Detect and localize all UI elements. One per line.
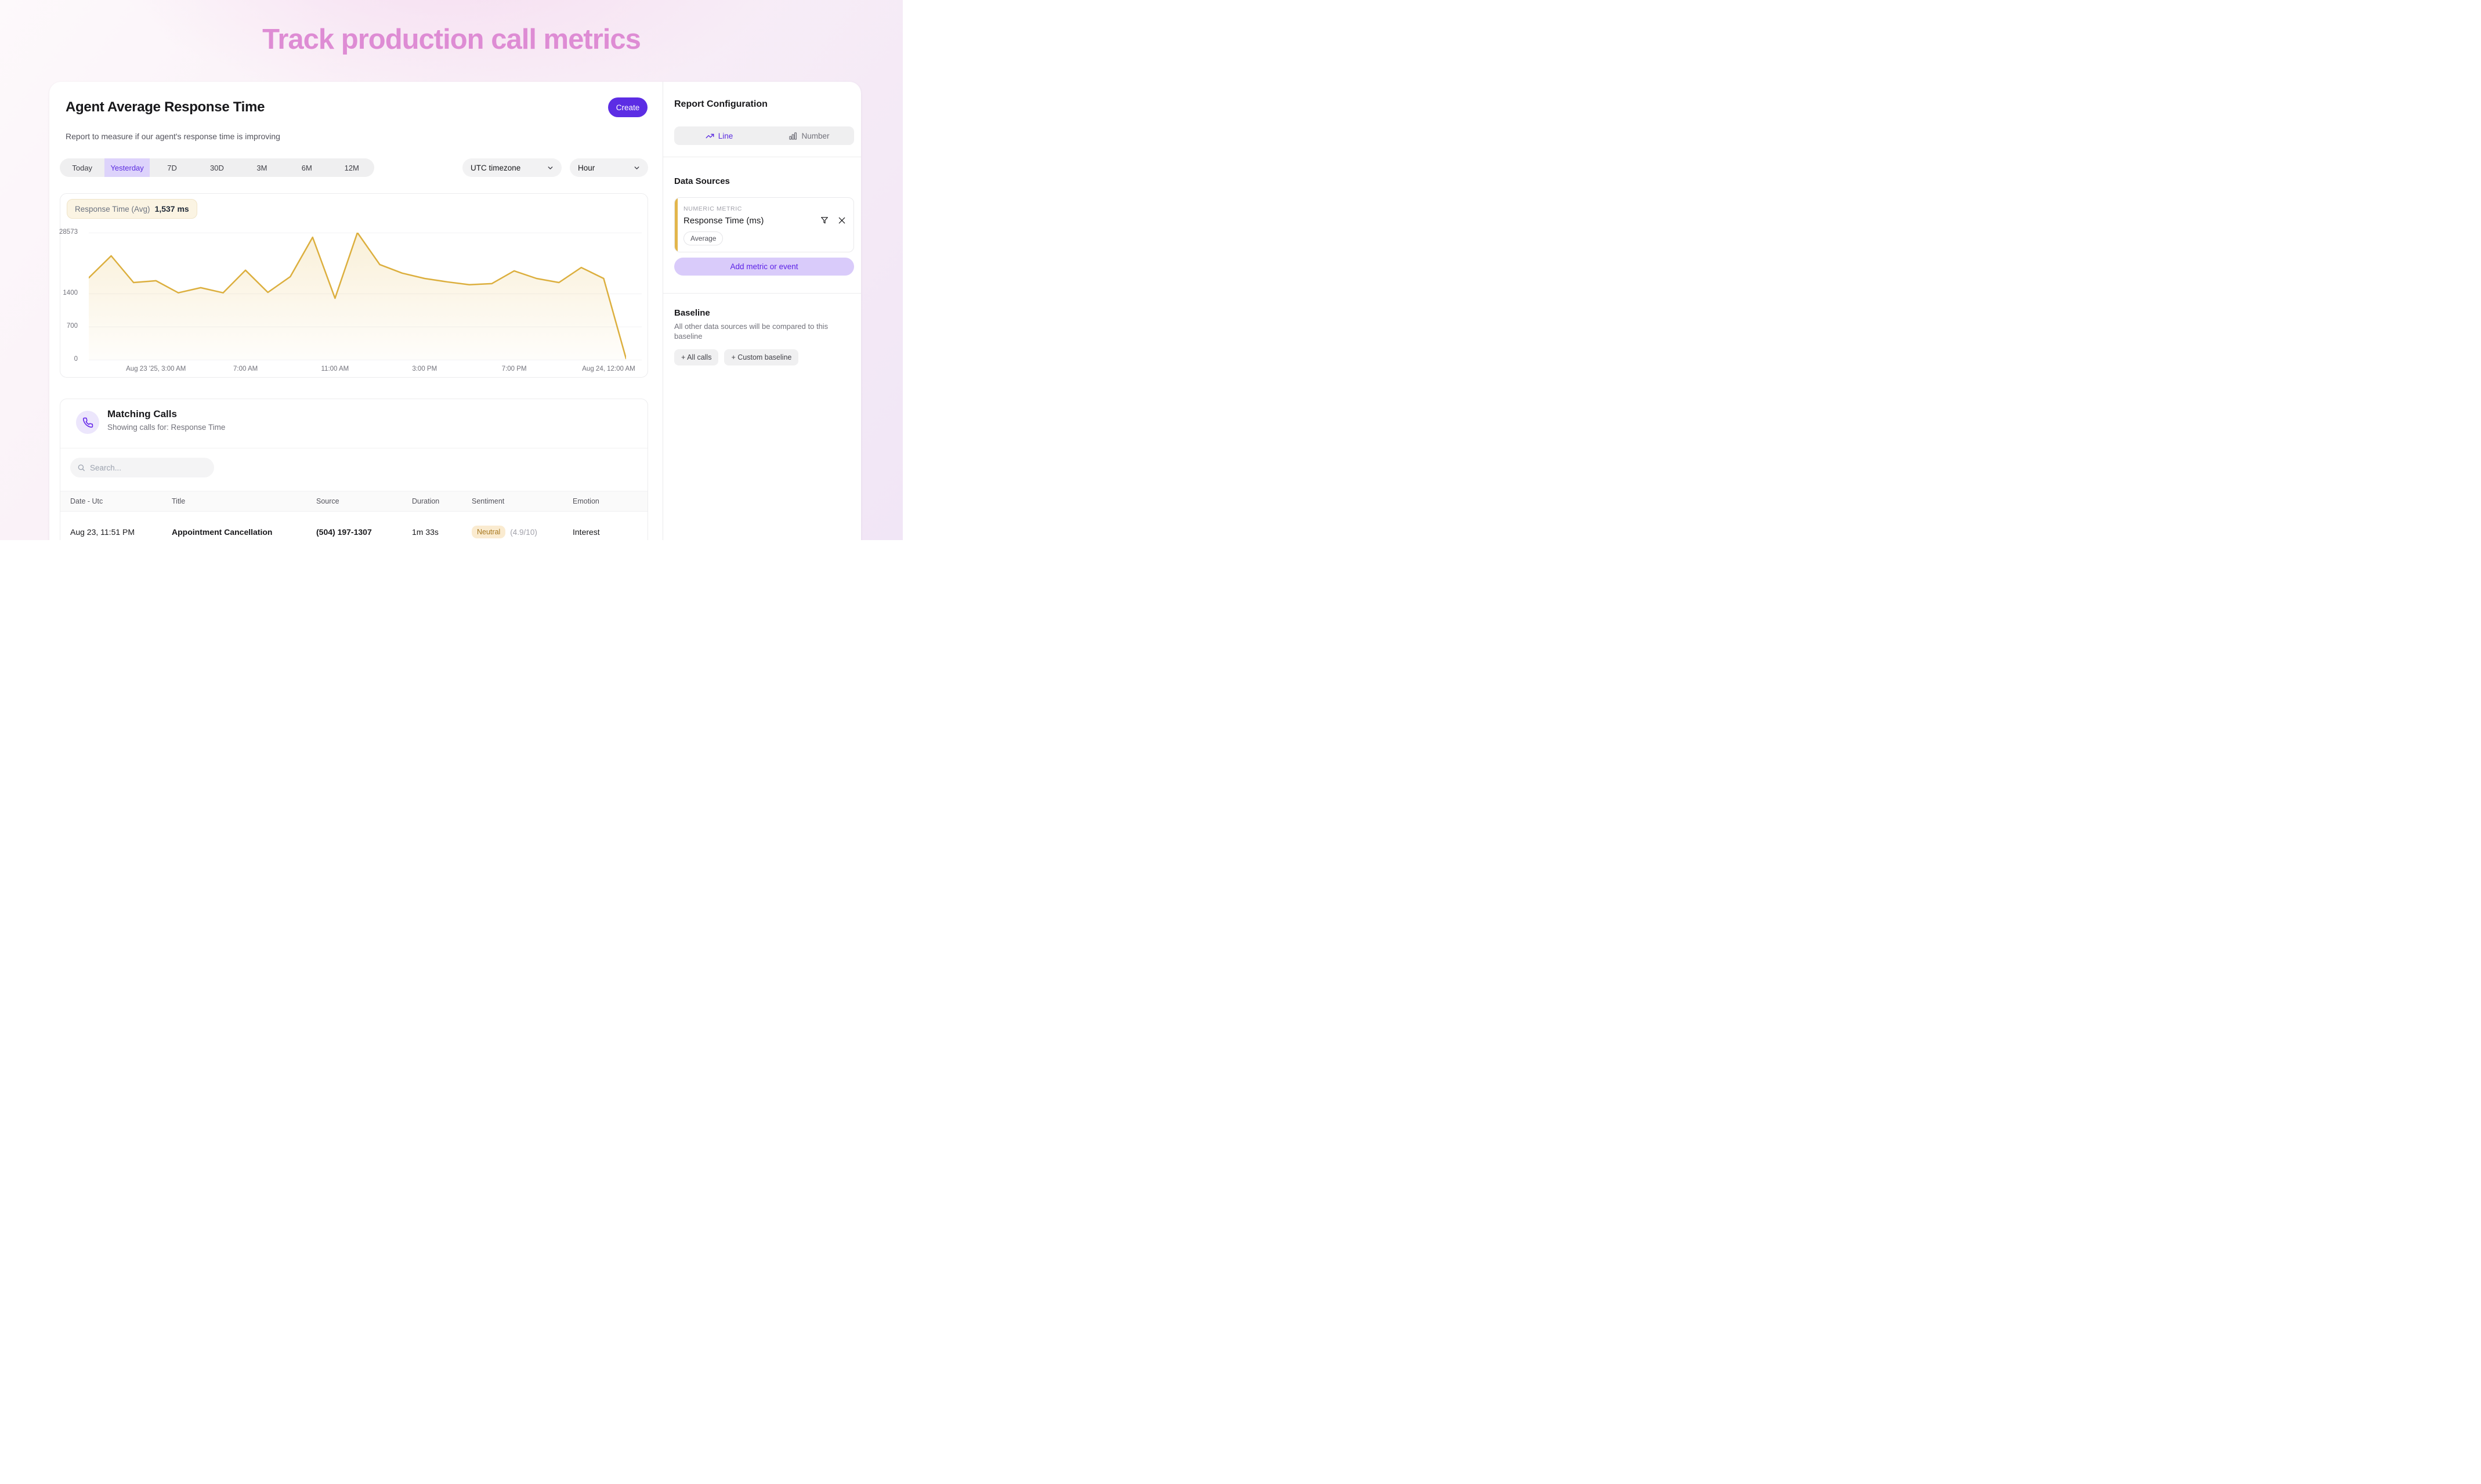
call-source: (504) 197-1307 <box>316 527 372 537</box>
search-input[interactable] <box>90 463 207 472</box>
report-subtitle: Report to measure if our agent's respons… <box>66 132 280 141</box>
metric-type-label: NUMERIC METRIC <box>683 205 742 212</box>
matching-calls-subtitle: Showing calls for: Response Time <box>107 423 226 432</box>
view-toggle: Line Number <box>674 126 854 145</box>
search-box <box>70 458 214 477</box>
add-metric-button[interactable]: Add metric or event <box>674 258 854 276</box>
timezone-select[interactable]: UTC timezone <box>462 158 562 177</box>
search-icon <box>77 464 85 472</box>
metric-card: NUMERIC METRIC Response Time (ms) Averag… <box>674 197 854 252</box>
table-row[interactable]: Aug 23, 11:51 PM Appointment Cancellatio… <box>60 512 648 540</box>
y-axis-tick: 0 <box>74 356 78 363</box>
time-range-tabs: Today Yesterday 7D 30D 3M 6M 12M <box>60 158 374 177</box>
sidebar-title: Report Configuration <box>674 99 768 109</box>
page-title: Track production call metrics <box>262 24 641 55</box>
column-header-date: Date - Utc <box>70 497 103 505</box>
x-axis-tick: Aug 23 '25, 3:00 AM <box>126 365 186 372</box>
sentiment-score: (4.9/10) <box>510 527 537 537</box>
column-header-sentiment: Sentiment <box>472 497 505 505</box>
toggle-number[interactable]: Number <box>764 126 854 145</box>
x-axis-tick: 3:00 PM <box>412 365 437 372</box>
remove-metric-icon[interactable] <box>837 216 847 225</box>
call-emotion: Interest <box>573 527 600 537</box>
chart-area-fill <box>89 233 626 360</box>
custom-baseline-button[interactable]: + Custom baseline <box>724 349 799 365</box>
chevron-down-icon <box>633 164 641 172</box>
sentiment-badge: Neutral <box>472 526 506 538</box>
create-button[interactable]: Create <box>608 97 648 117</box>
matching-calls-title: Matching Calls <box>107 408 177 419</box>
toggle-line-label: Line <box>718 131 733 140</box>
column-header-duration: Duration <box>412 497 440 505</box>
x-axis-tick: 7:00 PM <box>501 365 527 372</box>
column-header-emotion: Emotion <box>573 497 599 505</box>
bar-chart-icon <box>789 132 797 140</box>
x-axis-tick: Aug 24, 12:00 AM <box>582 365 635 372</box>
column-header-source: Source <box>316 497 339 505</box>
tab-today[interactable]: Today <box>60 158 104 177</box>
trending-up-icon <box>706 132 714 140</box>
x-axis-tick: 11:00 AM <box>321 365 349 372</box>
all-calls-button[interactable]: + All calls <box>674 349 719 365</box>
call-title: Appointment Cancellation <box>172 527 273 537</box>
interval-select[interactable]: Hour <box>570 158 648 177</box>
column-header-title: Title <box>172 497 186 505</box>
tab-3m[interactable]: 3M <box>240 158 284 177</box>
tab-30d[interactable]: 30D <box>194 158 239 177</box>
report-panel: Agent Average Response Time Create Repor… <box>49 82 861 540</box>
data-sources-heading: Data Sources <box>674 176 730 186</box>
interval-select-value: Hour <box>578 163 595 172</box>
tab-12m[interactable]: 12M <box>330 158 374 177</box>
chart-plot <box>89 233 626 360</box>
aggregation-pill[interactable]: Average <box>683 231 724 245</box>
toggle-line[interactable]: Line <box>674 126 764 145</box>
chevron-down-icon <box>547 164 554 172</box>
filter-icon[interactable] <box>820 216 829 225</box>
matching-calls-card: Matching Calls Showing calls for: Respon… <box>60 399 648 540</box>
call-date: Aug 23, 11:51 PM <box>70 527 135 537</box>
report-configuration-sidebar: Report Configuration Line Number Data So… <box>663 82 861 540</box>
baseline-heading: Baseline <box>674 308 710 318</box>
chart-legend: Response Time (Avg) 1,537 ms <box>67 199 197 219</box>
tab-yesterday[interactable]: Yesterday <box>104 158 150 177</box>
call-duration: 1m 33s <box>412 527 439 537</box>
call-sentiment: Neutral (4.9/10) <box>472 526 573 538</box>
timezone-select-value: UTC timezone <box>471 163 521 172</box>
tab-7d[interactable]: 7D <box>150 158 194 177</box>
tab-6m[interactable]: 6M <box>284 158 329 177</box>
x-axis-tick: 7:00 AM <box>233 365 258 372</box>
y-axis-tick: 28573 <box>59 229 78 236</box>
chart-card: Response Time (Avg) 1,537 ms 0 700 1400 … <box>59 193 648 378</box>
baseline-buttons: + All calls + Custom baseline <box>674 349 799 365</box>
report-title: Agent Average Response Time <box>66 99 265 115</box>
y-axis-tick: 700 <box>66 323 78 330</box>
chart-legend-value: 1,537 ms <box>154 204 189 213</box>
report-main: Agent Average Response Time Create Repor… <box>49 82 663 540</box>
page: Track production call metrics Agent Aver… <box>0 0 903 540</box>
divider <box>663 293 861 294</box>
baseline-description: All other data sources will be compared … <box>674 322 829 341</box>
chart-legend-label: Response Time (Avg) <box>75 204 150 213</box>
toggle-number-label: Number <box>801 131 830 140</box>
metric-name: Response Time (ms) <box>683 216 764 226</box>
chart-line <box>89 233 626 360</box>
y-axis-tick: 1400 <box>63 289 78 296</box>
phone-icon <box>76 411 99 434</box>
table-header: Date - Utc Title Source Duration Sentime… <box>60 491 648 512</box>
metric-accent-bar <box>675 198 678 252</box>
